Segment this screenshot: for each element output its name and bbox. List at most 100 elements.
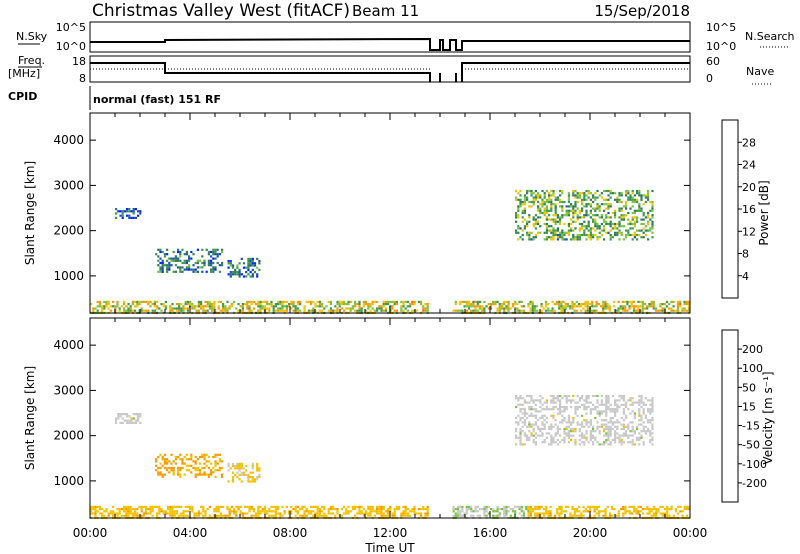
echo-cell-region-0 <box>178 505 181 508</box>
echo-cell-region-5 <box>598 231 601 234</box>
echo-cell-region-0 <box>211 309 214 312</box>
echo-cell-region-0 <box>156 514 159 517</box>
echo-cell-region-6 <box>534 414 537 417</box>
freq-tick-top: 18 <box>72 55 86 68</box>
echo-cell-region-0 <box>217 505 220 508</box>
echo-cell-region-2 <box>529 510 532 513</box>
echo-cell-region-1 <box>586 309 589 312</box>
echo-cell-region-5 <box>596 205 599 208</box>
echo-cell-region-6 <box>620 394 623 398</box>
echo-cell-region-5 <box>521 233 524 237</box>
echo-cell-region-5 <box>521 238 524 241</box>
echo-cell-region-0 <box>380 510 383 513</box>
echo-cell-region-3 <box>181 466 184 470</box>
echo-cell-region-1 <box>606 303 609 306</box>
echo-cell-region-0 <box>189 508 192 511</box>
echo-cell-region-4 <box>251 476 254 479</box>
echo-cell-region-1 <box>599 305 603 308</box>
echo-cell-region-6 <box>622 399 625 402</box>
echo-cell-region-6 <box>605 412 608 415</box>
echo-cell-region-0 <box>285 505 288 508</box>
echo-cell-region-2 <box>639 505 642 508</box>
echo-cell-region-2 <box>210 259 213 262</box>
echo-cell-region-1 <box>584 305 587 308</box>
echo-cell-region-4 <box>245 469 248 472</box>
echo-cell-region-2 <box>617 514 620 517</box>
echo-cell-region-1 <box>520 305 523 308</box>
echo-cell-region-6 <box>589 408 592 411</box>
echo-cell-region-0 <box>321 305 324 308</box>
echo-cell-region-6 <box>616 408 619 411</box>
echo-cell-region-0 <box>228 512 231 515</box>
echo-cell-region-1 <box>626 303 629 306</box>
echo-cell-region-1 <box>492 514 495 517</box>
echo-cell-region-0 <box>248 305 251 308</box>
echo-cell-region-0 <box>101 307 104 310</box>
echo-cell-region-5 <box>554 214 557 217</box>
echo-cell-region-5 <box>581 203 584 206</box>
echo-cell-region-5 <box>647 229 650 232</box>
echo-cell-region-1 <box>687 305 691 308</box>
echo-cell-region-6 <box>581 434 584 437</box>
echo-cell-region-2 <box>593 505 596 508</box>
echo-cell-region-5 <box>625 207 628 210</box>
echo-cell-region-6 <box>603 434 606 437</box>
echo-cell-region-0 <box>98 505 101 508</box>
echo-cell-region-1 <box>635 309 638 312</box>
power-ylabel: Slant Range [km] <box>23 161 37 265</box>
echo-cell-region-2 <box>569 514 572 517</box>
echo-cell-region-5 <box>550 209 553 212</box>
echo-cell-region-5 <box>576 236 579 239</box>
echo-cell-region-3 <box>207 466 210 470</box>
echo-cell-region-5 <box>620 192 623 195</box>
echo-cell-region-0 <box>294 307 297 310</box>
echo-cell-region-5 <box>545 198 548 201</box>
echo-cell-region-2 <box>205 248 208 251</box>
echo-cell-region-2 <box>174 270 177 273</box>
echo-cell-region-6 <box>587 401 590 404</box>
echo-cell-region-6 <box>552 441 555 444</box>
echo-cell-region-5 <box>598 209 601 212</box>
echo-cell-region-2 <box>170 264 173 267</box>
echo-cell-region-1 <box>472 514 475 517</box>
echo-cell-region-5 <box>532 192 535 195</box>
echo-cell-region-2 <box>624 512 627 515</box>
echo-cell-region-3 <box>256 266 259 269</box>
echo-cell-region-3 <box>163 473 166 476</box>
echo-cell-region-0 <box>393 303 396 306</box>
echo-cell-region-3 <box>203 462 206 465</box>
echo-cell-region-5 <box>559 189 562 193</box>
echo-cell-region-0 <box>138 300 141 303</box>
echo-cell-region-0 <box>354 309 357 312</box>
echo-cell-region-0 <box>171 505 174 508</box>
echo-cell-region-5 <box>552 238 555 241</box>
echo-cell-region-6 <box>616 419 619 422</box>
echo-cell-region-5 <box>585 211 588 215</box>
echo-cell-region-0 <box>296 307 299 310</box>
echo-cell-region-2 <box>593 508 596 511</box>
echo-cell-region-0 <box>402 300 405 303</box>
echo-cell-region-0 <box>134 309 137 312</box>
echo-cell-region-1 <box>606 305 609 308</box>
echo-cell-region-5 <box>644 229 647 232</box>
echo-cell-region-1 <box>580 303 583 306</box>
echo-cell-region-6 <box>605 403 608 406</box>
echo-cell-region-2 <box>602 510 605 513</box>
echo-cell-region-4 <box>242 471 246 474</box>
echo-cell-region-5 <box>532 200 535 204</box>
echo-cell-region-0 <box>307 300 310 303</box>
echo-cell-region-6 <box>644 432 647 435</box>
echo-cell-region-1 <box>685 300 688 303</box>
echo-cell-region-3 <box>157 473 160 476</box>
echo-cell-region-6 <box>572 427 575 431</box>
echo-cell-region-6 <box>609 410 612 413</box>
echo-cell-region-5 <box>572 192 575 195</box>
echo-cell-region-6 <box>537 425 540 428</box>
echo-cell-region-0 <box>140 508 143 511</box>
echo-cell-region-6 <box>526 425 529 428</box>
echo-cell-region-0 <box>393 514 396 517</box>
echo-cell-region-6 <box>523 443 526 446</box>
echo-cell-region-0 <box>376 505 379 508</box>
echo-cell-region-5 <box>578 216 581 219</box>
echo-cell-region-0 <box>404 512 407 515</box>
